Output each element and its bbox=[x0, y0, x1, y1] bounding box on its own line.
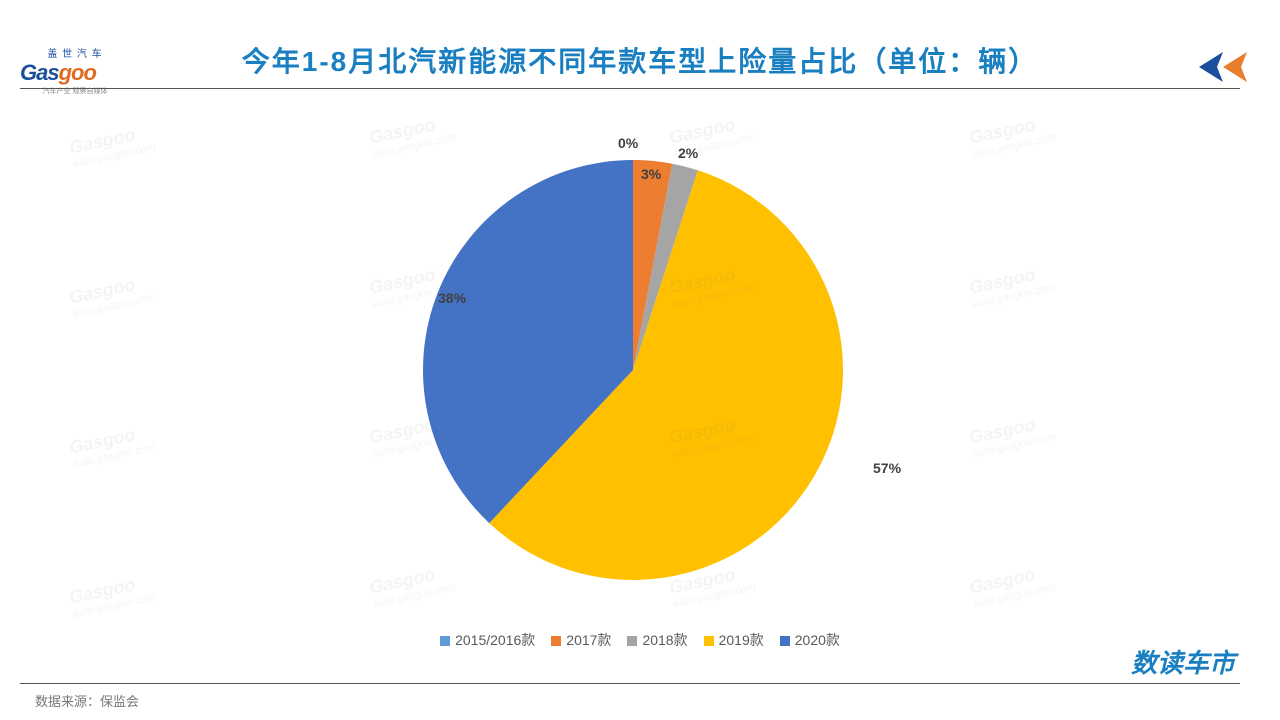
watermark: Gasgooauto.gasgoo.com bbox=[68, 422, 157, 471]
watermark: Gasgooauto.gasgoo.com bbox=[968, 562, 1057, 611]
legend-label: 2018款 bbox=[642, 632, 687, 648]
data-source: 数据来源：保监会 bbox=[35, 691, 139, 710]
watermark: Gasgooauto.gasgoo.com bbox=[68, 272, 157, 321]
page-root: 盖 世 汽 车 Gasgoo 汽车产业 观察自媒体 今年1-8月北汽新能源不同年… bbox=[0, 0, 1280, 720]
legend-item: 2020款 bbox=[780, 630, 840, 650]
legend-label: 2019款 bbox=[719, 632, 764, 648]
legend-item: 2019款 bbox=[704, 630, 764, 650]
pie-svg bbox=[413, 150, 853, 590]
watermark: Gasgooauto.gasgoo.com bbox=[68, 572, 157, 621]
legend-label: 2015/2016款 bbox=[455, 632, 535, 648]
watermark: Gasgooauto.gasgoo.com bbox=[68, 122, 157, 171]
legend-item: 2015/2016款 bbox=[440, 630, 535, 650]
title-underline bbox=[20, 88, 1240, 89]
legend-swatch bbox=[704, 636, 714, 646]
pie-slice-label: 3% bbox=[641, 166, 661, 182]
pie-slice-label: 0% bbox=[618, 135, 638, 151]
arrow-right-icon bbox=[1223, 52, 1247, 82]
legend-item: 2017款 bbox=[551, 630, 611, 650]
watermark: Gasgooauto.gasgoo.com bbox=[968, 112, 1057, 161]
legend-label: 2017款 bbox=[566, 632, 611, 648]
pie-slice-label: 57% bbox=[873, 460, 901, 476]
legend-swatch bbox=[551, 636, 561, 646]
pie-slice-label: 38% bbox=[438, 290, 466, 306]
legend-swatch bbox=[440, 636, 450, 646]
footer-brand: 数读车市 bbox=[1131, 643, 1235, 680]
corner-arrow-icon bbox=[1195, 52, 1250, 82]
arrow-left-icon bbox=[1199, 52, 1223, 82]
chart-legend: 2015/2016款 2017款 2018款 2019款 2020款 bbox=[0, 630, 1280, 650]
legend-item: 2018款 bbox=[627, 630, 687, 650]
footer-line bbox=[20, 683, 1240, 684]
pie-slice-label: 2% bbox=[678, 145, 698, 161]
legend-swatch bbox=[627, 636, 637, 646]
chart-title: 今年1-8月北汽新能源不同年款车型上险量占比（单位：辆） bbox=[0, 40, 1280, 80]
watermark: Gasgooauto.gasgoo.com bbox=[968, 412, 1057, 461]
watermark: Gasgooauto.gasgoo.com bbox=[968, 262, 1057, 311]
legend-swatch bbox=[780, 636, 790, 646]
pie-chart: 0%3%2%57%38% bbox=[413, 150, 853, 590]
legend-label: 2020款 bbox=[795, 632, 840, 648]
